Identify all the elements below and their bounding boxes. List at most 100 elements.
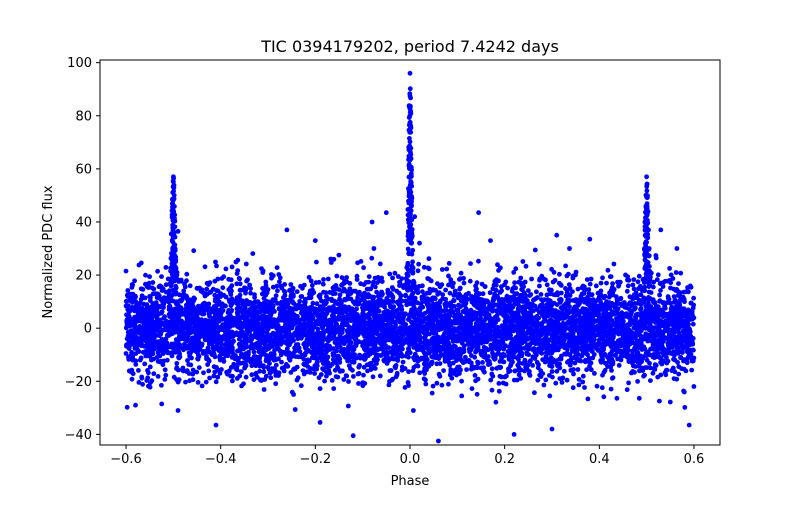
data-point bbox=[174, 361, 180, 366]
data-point bbox=[531, 347, 537, 353]
data-point bbox=[360, 383, 366, 389]
data-point bbox=[631, 286, 637, 292]
data-point bbox=[682, 405, 688, 410]
data-point bbox=[632, 301, 638, 306]
data-point bbox=[446, 261, 452, 266]
data-point bbox=[291, 392, 296, 397]
data-point bbox=[500, 298, 506, 304]
data-point bbox=[248, 359, 254, 365]
data-point bbox=[647, 303, 652, 309]
data-point bbox=[304, 343, 310, 348]
data-point bbox=[635, 379, 640, 384]
data-point bbox=[471, 335, 477, 340]
data-point bbox=[553, 359, 558, 365]
data-point bbox=[537, 277, 542, 283]
data-point bbox=[366, 279, 372, 285]
data-point bbox=[281, 308, 287, 313]
data-point bbox=[663, 372, 669, 378]
data-point bbox=[395, 354, 400, 360]
data-point bbox=[544, 282, 550, 288]
data-point bbox=[476, 258, 481, 264]
data-point bbox=[551, 269, 557, 275]
data-point bbox=[415, 268, 421, 274]
data-point bbox=[673, 335, 678, 341]
data-point bbox=[269, 275, 274, 281]
data-point bbox=[543, 377, 549, 383]
data-point bbox=[361, 364, 367, 370]
data-point bbox=[146, 282, 152, 288]
data-point bbox=[493, 399, 499, 405]
data-point bbox=[314, 301, 320, 307]
data-point bbox=[149, 285, 155, 291]
data-point bbox=[160, 362, 166, 368]
data-point bbox=[243, 286, 249, 291]
data-point bbox=[640, 365, 645, 371]
data-point bbox=[418, 301, 424, 306]
data-point bbox=[459, 393, 465, 399]
data-point bbox=[321, 289, 326, 295]
data-point bbox=[376, 346, 382, 352]
data-point bbox=[628, 316, 633, 321]
data-point bbox=[622, 347, 628, 353]
data-point bbox=[400, 359, 406, 365]
data-point bbox=[592, 371, 597, 376]
data-point bbox=[204, 356, 209, 362]
data-point bbox=[337, 292, 343, 298]
data-point bbox=[217, 355, 223, 361]
data-point bbox=[606, 294, 612, 300]
data-point bbox=[360, 343, 365, 349]
data-point bbox=[618, 326, 624, 331]
data-point bbox=[136, 380, 142, 385]
data-point bbox=[194, 369, 200, 375]
data-point bbox=[158, 297, 164, 302]
data-point bbox=[590, 329, 595, 334]
data-point bbox=[689, 367, 695, 373]
data-point bbox=[540, 357, 546, 362]
data-point bbox=[678, 354, 684, 360]
data-point bbox=[421, 296, 427, 302]
data-point bbox=[530, 363, 535, 368]
data-point bbox=[555, 310, 561, 315]
data-point bbox=[618, 357, 624, 363]
data-point bbox=[543, 277, 548, 283]
data-point bbox=[407, 301, 412, 307]
data-point bbox=[348, 366, 353, 371]
data-point bbox=[390, 295, 396, 300]
data-point bbox=[220, 336, 226, 342]
data-point bbox=[326, 367, 332, 373]
data-point bbox=[653, 363, 659, 368]
data-point bbox=[586, 287, 592, 292]
data-point bbox=[611, 261, 617, 267]
data-point bbox=[480, 360, 485, 365]
data-point bbox=[575, 367, 581, 372]
data-point bbox=[234, 281, 240, 287]
data-point bbox=[677, 336, 683, 342]
data-point bbox=[536, 261, 542, 267]
data-point bbox=[322, 343, 328, 349]
data-point bbox=[221, 346, 227, 352]
data-point bbox=[340, 326, 345, 332]
data-point bbox=[136, 368, 141, 373]
data-point bbox=[130, 371, 136, 377]
data-point bbox=[416, 261, 421, 267]
data-point bbox=[264, 319, 270, 325]
data-point bbox=[623, 272, 628, 278]
data-point bbox=[314, 259, 319, 265]
data-point bbox=[505, 285, 510, 291]
data-point bbox=[183, 379, 188, 385]
data-point bbox=[272, 348, 277, 353]
data-point bbox=[251, 377, 257, 382]
data-point bbox=[421, 264, 427, 270]
data-point bbox=[307, 366, 313, 371]
data-point bbox=[450, 360, 456, 366]
data-point bbox=[159, 401, 165, 407]
data-point bbox=[575, 286, 581, 292]
data-point bbox=[331, 352, 337, 358]
data-point bbox=[132, 314, 138, 320]
data-point bbox=[528, 358, 533, 363]
data-point bbox=[475, 305, 480, 310]
data-point bbox=[133, 362, 139, 367]
data-point bbox=[239, 298, 245, 304]
data-point bbox=[317, 386, 323, 391]
data-point bbox=[526, 352, 531, 357]
